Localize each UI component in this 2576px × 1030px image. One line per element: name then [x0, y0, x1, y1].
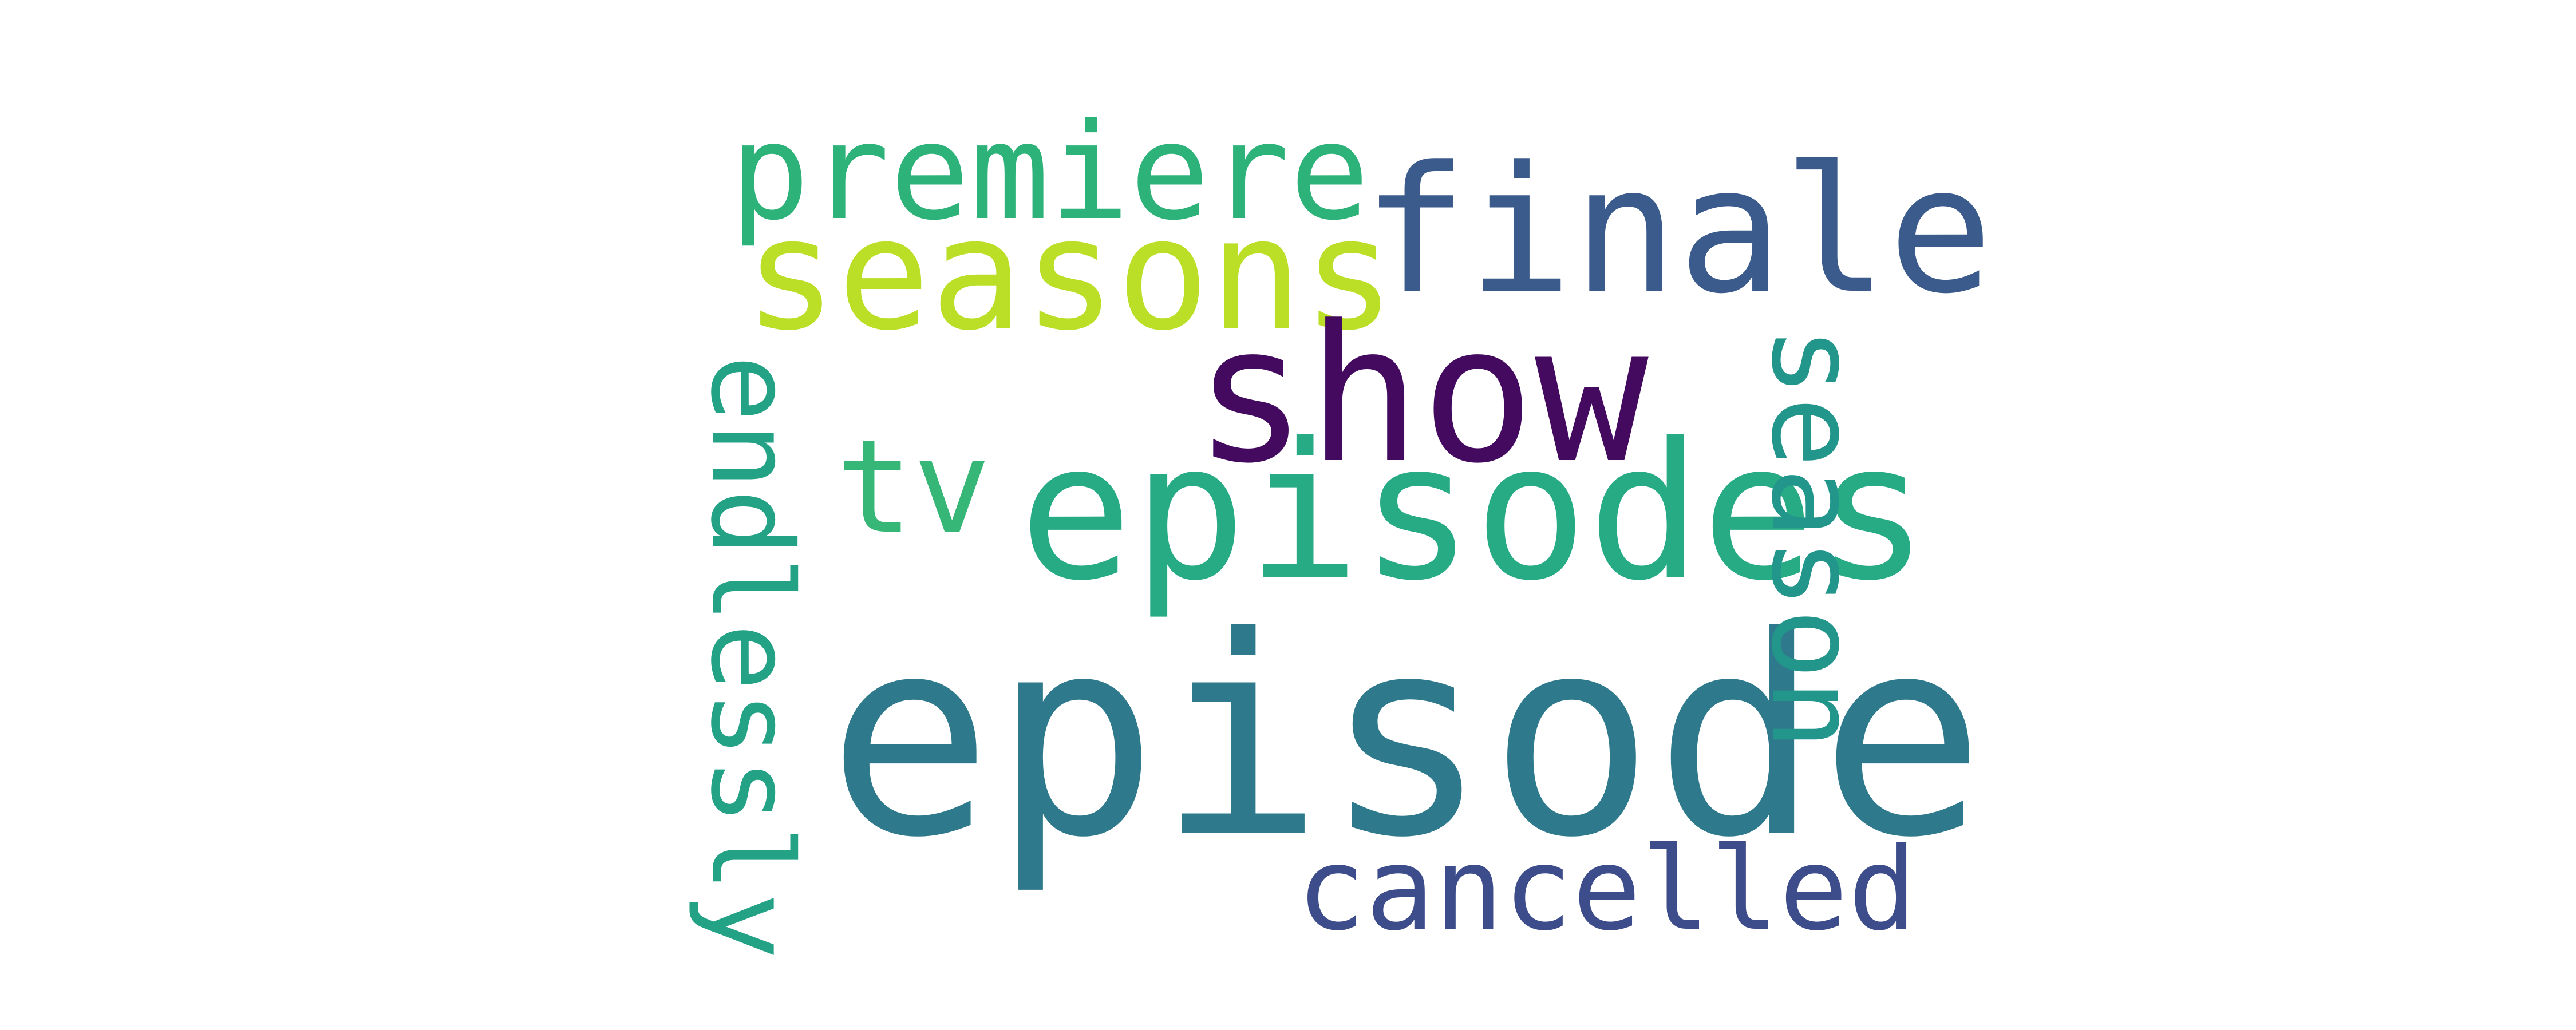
- word-cancelled: cancelled: [1297, 823, 1917, 956]
- word-episodes: episodes: [1019, 402, 1929, 622]
- word-show: show: [1194, 285, 1649, 505]
- word-episode: episode: [827, 578, 1985, 898]
- word-endlessly: endlessly: [686, 355, 816, 960]
- word-finale: finale: [1362, 129, 1993, 332]
- word-premiere: premiere: [730, 95, 1370, 249]
- word-season: season: [1745, 326, 1882, 750]
- word-tv: tv: [836, 413, 991, 562]
- word-seasons: seasons: [744, 184, 1396, 365]
